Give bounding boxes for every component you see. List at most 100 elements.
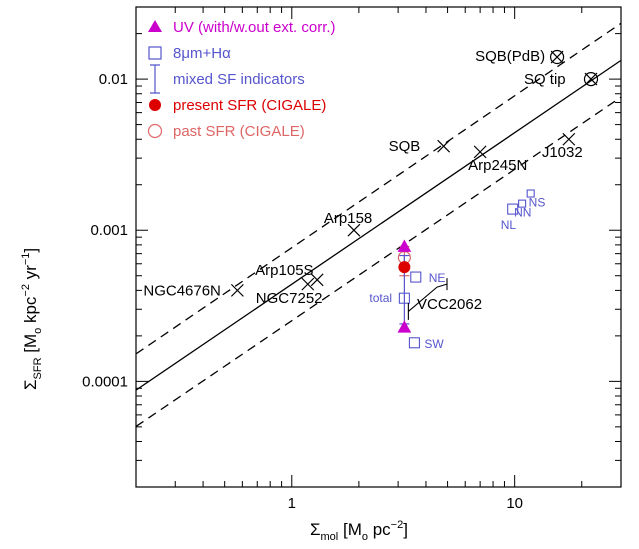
total-label: total [369,291,392,305]
cross-point-label: NGC4676N [143,282,221,299]
square-marker [408,337,420,349]
legend-entry: past SFR (CIGALE) [147,123,305,140]
cross-point-label: SQB(PdB) [475,48,545,65]
axis-title-part: mol [321,531,339,543]
cross-point: J1032 [542,132,583,161]
y-axis-title: ΣSFR [Mo kpc−2 yr−1] [20,248,44,390]
legend-label: past SFR (CIGALE) [173,123,305,140]
plot-frame [135,6,622,488]
legend-label: UV (with/w.out ext. corr.) [173,19,336,36]
cross-marker [437,139,451,153]
axis-title-part: −2 [20,284,32,297]
cross-marker [584,72,598,86]
axis-title-part: o [32,328,44,334]
cross-point-label: J1032 [542,144,583,161]
cross-point-label: Arp105S [255,262,313,279]
axis-title-part: [M [338,520,362,539]
cross-point: NGC7252 [256,277,323,307]
square-marker [410,271,422,283]
axis-title-part: ] [21,248,40,253]
axis-title-part: Σ [310,520,321,539]
cross-point: NGC4676N [143,282,244,299]
dashed-relation-line [136,96,621,428]
square-point-label: NN [514,206,531,220]
square-point-label: NS [529,196,546,210]
x-tick-label: 1 [288,495,296,512]
axis-title-part: −1 [20,253,32,266]
vcc2062-group: total VCC2062 [369,239,482,333]
x-tick-label: 10 [506,495,523,512]
uv-triangle-marker [397,239,412,252]
legend-label: mixed SF indicators [173,71,305,88]
cross-marker [347,223,361,237]
cross-marker [230,283,244,297]
square-point-label: NL [501,218,517,232]
cross-point: SQB [389,138,451,155]
axis-title-part: −2 [391,519,404,531]
legend-entry: 8μm+Hα [148,45,231,62]
cross-point-label: NGC7252 [256,290,323,307]
cross-point-label: SQB [389,138,421,155]
square-marker [507,203,519,215]
y-tick-label: 0.01 [99,71,128,88]
legend-entry: present SFR (CIGALE) [149,97,326,114]
galaxy-cross-points: SQB(PdB) SQ tip SQB Arp245N J1032 Arp158 Arp10… [143,48,599,307]
axis-title-part: ] [403,520,408,539]
total-square-marker [398,292,410,304]
legend-open-circle-icon [147,123,163,139]
square-point: NL [501,203,519,232]
y-tick-label: 0.001 [90,222,128,239]
vcc2062-bracket [407,278,448,320]
circle-marker [549,49,565,65]
present-sfr-marker [398,261,411,274]
cross-point-label: Arp245N [468,157,527,174]
legend-label: present SFR (CIGALE) [173,97,326,114]
square-point-label: NE [429,271,446,285]
dashed-relation-line [136,22,621,355]
cross-point: Arp105S [255,262,324,287]
cross-marker [562,132,576,146]
square-point: NN [514,199,531,220]
cross-marker [310,273,324,287]
cross-point-label: Arp158 [324,210,372,227]
legend-filled-circle-icon [149,99,161,111]
y-tick-label: 0.0001 [82,373,128,390]
solid-relation-line [136,59,621,391]
axis-title-part: Σ [21,379,40,390]
legend-entry: UV (with/w.out ext. corr.) [148,19,336,36]
cross-marker [301,277,315,291]
ks-relation-lines [136,22,621,428]
legend: UV (with/w.out ext. corr.) 8μm+Hα mixed SF… [147,19,336,140]
cross-marker [473,145,487,159]
vcc2062-label: VCC2062 [417,296,482,313]
legend-entry: mixed SF indicators [150,64,305,94]
circle-marker [583,72,599,87]
uv-triangle-marker [397,320,412,333]
axis-title-part: [M [21,334,40,358]
axis-title-part: pc [368,520,391,539]
square-marker [526,189,535,198]
square-point-label: SW [424,337,444,351]
square-point: SW [408,337,444,351]
axis-title-part: yr [21,265,40,284]
cross-point-label: SQ tip [524,71,566,88]
cross-point: SQB(PdB) [475,48,565,65]
x-axis-title: Σmol [Mo pc−2] [310,519,408,543]
cross-marker [550,50,564,64]
cross-point: SQ tip [524,71,599,88]
axis-title-part: kpc [21,296,40,328]
axis-ticks [135,6,622,488]
square-point: NS [526,189,546,210]
legend-label: 8μm+Hα [173,45,231,62]
legend-triangle-icon [148,20,162,32]
axis-title-part: o [362,531,368,543]
legend-square-icon [148,46,162,60]
square-point: NE [410,271,446,285]
tick-labels: 1 10 0.0001 0.001 0.01 [82,71,523,512]
cross-point: Arp158 [324,210,372,237]
legend-errorbar-icon [150,64,160,94]
cross-point: Arp245N [468,145,527,174]
square-marker [518,199,527,208]
